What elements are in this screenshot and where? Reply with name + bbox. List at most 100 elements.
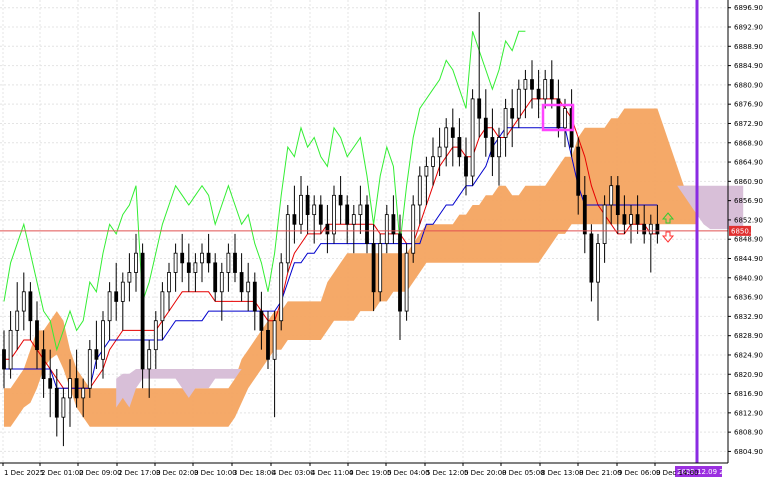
candle-body-bear — [371, 243, 376, 293]
candle — [305, 185, 310, 234]
candle — [464, 137, 468, 196]
candle-body-bull — [417, 175, 422, 206]
kijun-sen-line — [4, 127, 658, 389]
candle — [543, 69, 548, 109]
y-tick-label: 6848.90 — [734, 236, 763, 244]
candle-body-bear — [622, 214, 627, 225]
y-tick-label: 6880.90 — [734, 81, 763, 89]
candle — [563, 98, 567, 148]
candle — [351, 204, 356, 254]
candle — [530, 60, 534, 109]
arrow-up-shape — [661, 212, 675, 224]
candle — [167, 262, 171, 312]
candle — [48, 349, 53, 418]
y-tick-label: 6860.90 — [734, 178, 763, 186]
candle — [259, 291, 264, 350]
candle-body-bear — [239, 272, 244, 293]
candle-body-bull — [8, 329, 13, 370]
candle — [596, 233, 600, 321]
x-tick-label: 3 Dec 18:00 — [233, 469, 276, 477]
candle-body-bear — [530, 79, 534, 90]
candle — [602, 195, 607, 263]
candle-body-bear — [213, 262, 218, 293]
candle — [41, 330, 46, 398]
candle — [576, 137, 581, 215]
y-tick-label: 6832.90 — [734, 313, 763, 321]
candle-body-bull — [629, 214, 633, 225]
candle-body-bear — [582, 194, 587, 235]
candles — [2, 12, 660, 447]
candle — [358, 185, 363, 234]
candle — [365, 195, 369, 254]
candle — [345, 195, 350, 244]
candle — [120, 272, 125, 331]
candle — [94, 320, 99, 369]
candle-body-bull — [167, 272, 171, 293]
y-tick-label: 6836.90 — [734, 294, 763, 302]
candle-body-bear — [477, 98, 482, 119]
candle-body-bear — [642, 223, 647, 235]
candle-body-bear — [259, 310, 264, 331]
y-tick-label: 6888.90 — [734, 43, 763, 51]
candle — [497, 127, 501, 186]
y-tick-label: 6824.90 — [734, 351, 763, 359]
x-tick-label: 8 Dec 05:00 — [502, 469, 545, 477]
candle-body-bear — [35, 320, 39, 351]
candle-body-bull — [602, 204, 607, 244]
x-tick-label: 4 Dec 11:00 — [311, 469, 354, 477]
candle-body-bear — [41, 349, 46, 379]
candle-body-bull — [384, 214, 389, 244]
candle — [87, 340, 92, 398]
candle-body-bull — [127, 272, 132, 283]
candle — [81, 378, 86, 418]
candle-body-bull — [312, 204, 317, 216]
candle-body-bear — [450, 127, 455, 138]
y-tick-label: 6872.90 — [734, 120, 763, 128]
x-tick-label: 1 Dec 2025 — [4, 469, 44, 477]
candle — [378, 233, 383, 302]
candle — [252, 272, 257, 331]
candle-body-bull — [378, 243, 383, 293]
candle-body-bear — [457, 137, 462, 158]
current-price-label: 6850.63 — [731, 227, 760, 235]
y-tick-label: 6840.90 — [734, 274, 763, 282]
candle-body-bear — [94, 349, 99, 360]
candle — [28, 282, 33, 341]
candle-body-bear — [655, 223, 660, 235]
candle-body-bull — [81, 387, 86, 399]
candle — [239, 253, 244, 302]
cloud-bullish — [4, 108, 697, 427]
time-marker-badge — [675, 466, 722, 477]
candle — [615, 176, 620, 234]
y-tick-label: 6884.90 — [734, 62, 763, 70]
candle — [318, 195, 323, 234]
candle-body-bull — [351, 214, 356, 225]
candle-body-bull — [332, 194, 336, 235]
candle-body-bear — [398, 233, 402, 312]
candle-body-bear — [266, 329, 270, 360]
candle — [140, 243, 145, 389]
candle-body-bull — [219, 272, 224, 293]
candle — [147, 340, 152, 398]
candle — [391, 195, 396, 244]
y-tick-label: 6812.90 — [734, 409, 763, 417]
candle — [398, 214, 402, 341]
candle-body-bull — [107, 291, 112, 322]
candle-body-bear — [338, 194, 343, 206]
candle-body-bull — [431, 156, 435, 167]
y-tick-label: 6856.90 — [734, 197, 763, 205]
candle — [299, 176, 303, 234]
candle — [292, 185, 297, 244]
candle-body-bear — [206, 252, 211, 264]
candle-body-bull — [424, 165, 429, 177]
candle-body-bull — [503, 108, 508, 138]
chikou-span-line — [3, 30, 526, 352]
candle-body-bull — [523, 79, 528, 90]
y-tick-label: 6820.90 — [734, 371, 763, 379]
candle-body-bear — [556, 98, 561, 129]
candle-body-bull — [120, 281, 125, 302]
candle-body-bull — [15, 310, 20, 331]
candle — [173, 243, 178, 292]
candle — [213, 253, 218, 302]
candle-body-bear — [2, 349, 6, 370]
